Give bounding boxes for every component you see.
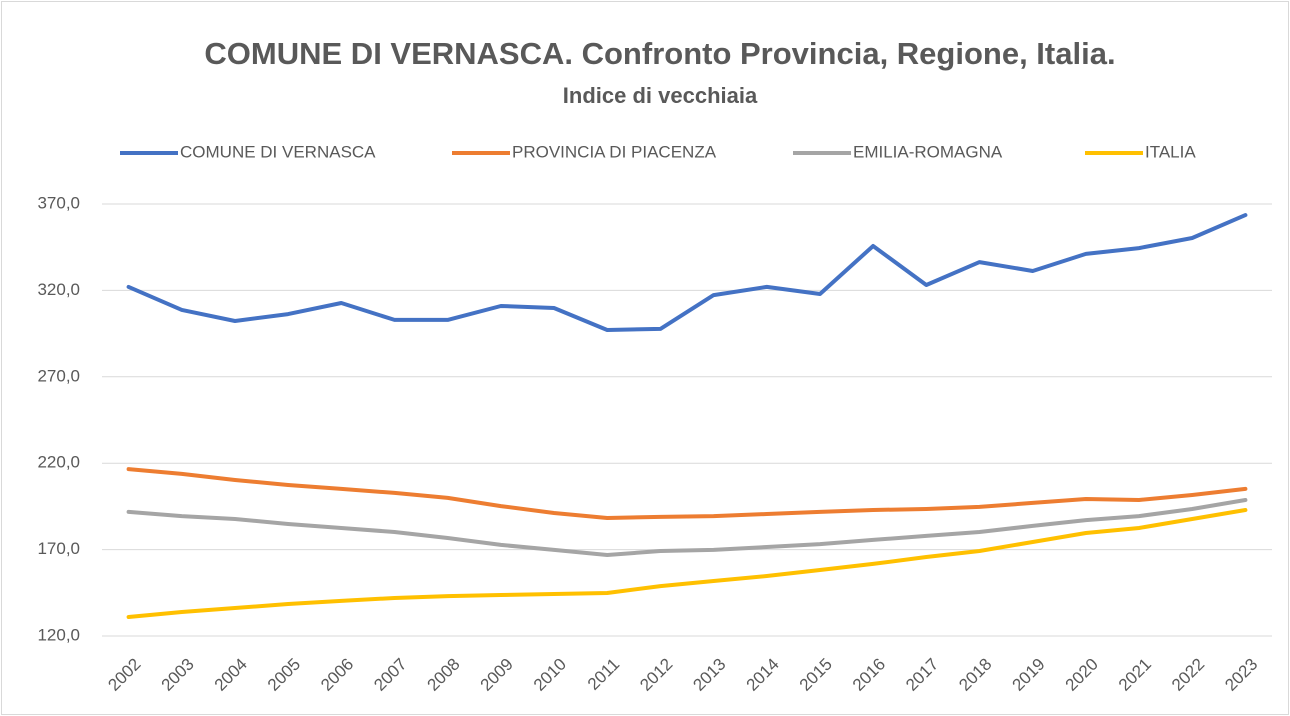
y-tick-label: 320,0 xyxy=(37,280,80,299)
legend-label: PROVINCIA DI PIACENZA xyxy=(512,142,717,161)
series-line xyxy=(126,508,1248,619)
y-tick-label: 370,0 xyxy=(37,193,80,212)
y-tick-label: 220,0 xyxy=(37,453,80,472)
series-line xyxy=(126,213,1248,332)
legend-label: EMILIA-ROMAGNA xyxy=(853,142,1003,161)
y-tick-label: 270,0 xyxy=(37,366,80,385)
chart-subtitle: Indice di vecchiaia xyxy=(563,83,758,108)
series-line xyxy=(126,467,1248,520)
y-tick-label: 120,0 xyxy=(37,625,80,644)
series-line xyxy=(126,498,1248,557)
legend-label: ITALIA xyxy=(1145,142,1196,161)
chart-title: COMUNE DI VERNASCA. Confronto Provincia,… xyxy=(204,36,1115,71)
y-tick-label: 170,0 xyxy=(37,539,80,558)
legend-label: COMUNE DI VERNASCA xyxy=(180,142,376,161)
